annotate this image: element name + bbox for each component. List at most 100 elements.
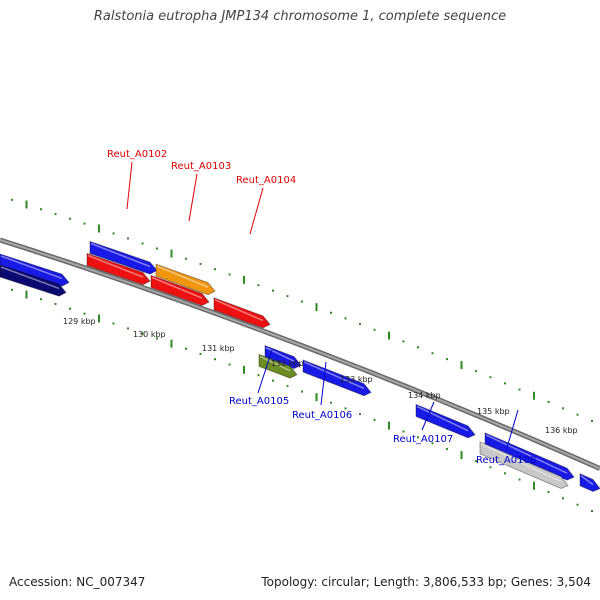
minor-tick-dot bbox=[185, 257, 187, 260]
gene-arrow-left-blue[interactable] bbox=[0, 253, 70, 287]
minor-tick-dot bbox=[141, 332, 144, 335]
minor-tick-dot bbox=[156, 337, 158, 340]
minor-tick-dot bbox=[286, 385, 289, 388]
minor-tick-dot bbox=[504, 382, 506, 385]
gene-label-reut-a0107[interactable]: Reut_A0107 bbox=[393, 401, 453, 445]
gene-arrow-right-edge[interactable] bbox=[579, 472, 600, 493]
gene-arrow-reut-a0105-blue[interactable] bbox=[264, 344, 302, 370]
minor-tick-dot bbox=[562, 407, 564, 410]
minor-tick-dot bbox=[489, 466, 492, 469]
backbone-shadow bbox=[0, 237, 600, 471]
inner-tick-track bbox=[11, 288, 593, 513]
minor-tick-dot bbox=[446, 448, 448, 451]
gene-arrow-reut-a0106[interactable] bbox=[302, 359, 372, 397]
minor-tick-dot bbox=[518, 388, 521, 391]
minor-tick-dot bbox=[373, 328, 376, 331]
gene-arrow-left-navy[interactable] bbox=[0, 264, 67, 297]
minor-tick-dot bbox=[69, 217, 71, 220]
tick-label-130-kbp: 130 kbp bbox=[133, 330, 166, 339]
minor-tick-dot bbox=[359, 323, 361, 326]
tick-label-136-kbp: 136 kbp bbox=[545, 426, 578, 435]
minor-tick-dot bbox=[83, 222, 86, 225]
minor-tick-dot bbox=[185, 347, 187, 350]
minor-tick-dot bbox=[489, 376, 492, 379]
chromosome-backbone bbox=[0, 237, 600, 471]
svg-text:Reut_A0108: Reut_A0108 bbox=[476, 455, 536, 466]
minor-tick-dot bbox=[127, 237, 129, 240]
minor-tick-dot bbox=[272, 289, 274, 292]
minor-tick-dot bbox=[402, 430, 405, 433]
map-title: Ralstonia eutropha JMP134 chromosome 1, … bbox=[93, 9, 507, 24]
gene-label-reut-a0106[interactable]: Reut_A0106 bbox=[292, 361, 352, 421]
gene-arrow-reut-a0108[interactable] bbox=[479, 441, 569, 490]
minor-tick-dot bbox=[40, 208, 42, 211]
minor-tick-dot bbox=[257, 284, 260, 287]
minor-tick-dot bbox=[40, 298, 42, 301]
minor-tick-dot bbox=[417, 436, 419, 439]
minor-tick-dot bbox=[214, 358, 216, 361]
minor-tick-dot bbox=[359, 413, 361, 416]
minor-tick-dot bbox=[156, 247, 158, 250]
minor-tick-dot bbox=[272, 379, 274, 382]
minor-tick-dot bbox=[431, 352, 434, 355]
tick-label-133-kbp: 133 kbp bbox=[340, 375, 373, 384]
gene-arrow-red-2[interactable] bbox=[150, 274, 210, 307]
minor-tick-dot bbox=[11, 288, 13, 291]
minor-tick-dot bbox=[257, 374, 260, 377]
gene-label-reut-a0103[interactable]: Reut_A0103 bbox=[171, 161, 231, 222]
tick-label-135-kbp: 135 kbp bbox=[477, 407, 510, 416]
svg-text:Reut_A0103: Reut_A0103 bbox=[171, 161, 231, 172]
minor-tick-dot bbox=[214, 268, 216, 271]
minor-tick-dot bbox=[344, 317, 347, 320]
minor-tick-dot bbox=[475, 460, 477, 463]
minor-tick-dot bbox=[562, 497, 564, 500]
svg-text:Reut_A0104: Reut_A0104 bbox=[236, 175, 296, 186]
minor-tick-dot bbox=[373, 418, 376, 421]
tick-label-134-kbp: 134 kbp bbox=[408, 391, 441, 400]
minor-tick-dot bbox=[591, 420, 593, 423]
gene-labels: Reut_A0102 Reut_A0103 Reut_A0104 Reut_A0105… bbox=[107, 149, 536, 466]
minor-tick-dot bbox=[228, 363, 231, 366]
accession-text: Accession: NC_007347 bbox=[9, 575, 146, 589]
minor-tick-dot bbox=[228, 273, 231, 276]
minor-tick-dot bbox=[112, 322, 115, 325]
gene-arrow-reut-a0104[interactable] bbox=[213, 297, 271, 329]
sequence-summary: Topology: circular; Length: 3,806,533 bp… bbox=[261, 575, 591, 589]
minor-tick-dot bbox=[141, 242, 144, 245]
gene-features bbox=[0, 240, 600, 493]
minor-tick-dot bbox=[591, 510, 593, 513]
svg-text:Reut_A0106: Reut_A0106 bbox=[292, 410, 352, 421]
outer-tick-track bbox=[11, 198, 593, 423]
gene-arrow-reut-a0102[interactable] bbox=[89, 240, 158, 275]
gene-arrow-reut-a0108-blue[interactable] bbox=[484, 432, 575, 481]
minor-tick-dot bbox=[446, 358, 448, 361]
minor-tick-dot bbox=[402, 340, 405, 343]
minor-tick-dot bbox=[330, 311, 332, 314]
minor-tick-dot bbox=[431, 442, 434, 445]
minor-tick-dot bbox=[504, 472, 506, 475]
minor-tick-dot bbox=[112, 232, 115, 235]
minor-tick-dot bbox=[344, 407, 347, 410]
gene-label-reut-a0105[interactable]: Reut_A0105 bbox=[229, 349, 289, 407]
gene-label-reut-a0102[interactable]: Reut_A0102 bbox=[107, 149, 167, 210]
minor-tick-dot bbox=[54, 212, 57, 215]
minor-tick-dot bbox=[301, 390, 303, 393]
minor-tick-dot bbox=[547, 491, 550, 494]
gene-arrow-red-1[interactable] bbox=[86, 252, 151, 286]
svg-text:Reut_A0102: Reut_A0102 bbox=[107, 149, 167, 160]
svg-text:Reut_A0107: Reut_A0107 bbox=[393, 434, 453, 445]
minor-tick-dot bbox=[330, 401, 332, 404]
gene-arrow-reut-a0107[interactable] bbox=[415, 403, 476, 439]
minor-tick-dot bbox=[127, 327, 129, 330]
minor-tick-dot bbox=[475, 370, 477, 373]
tick-label-132-kbp: 132 kbp bbox=[271, 359, 304, 368]
minor-tick-dot bbox=[286, 295, 289, 298]
minor-tick-dot bbox=[518, 478, 521, 481]
tick-label-131-kbp: 131 kbp bbox=[202, 344, 235, 353]
gene-arrow-reut-a0103[interactable] bbox=[155, 263, 216, 296]
minor-tick-dot bbox=[301, 300, 303, 303]
gene-label-reut-a0104[interactable]: Reut_A0104 bbox=[236, 175, 296, 235]
minor-tick-dot bbox=[547, 401, 550, 404]
gene-label-reut-a0108[interactable]: Reut_A0108 bbox=[476, 409, 536, 466]
